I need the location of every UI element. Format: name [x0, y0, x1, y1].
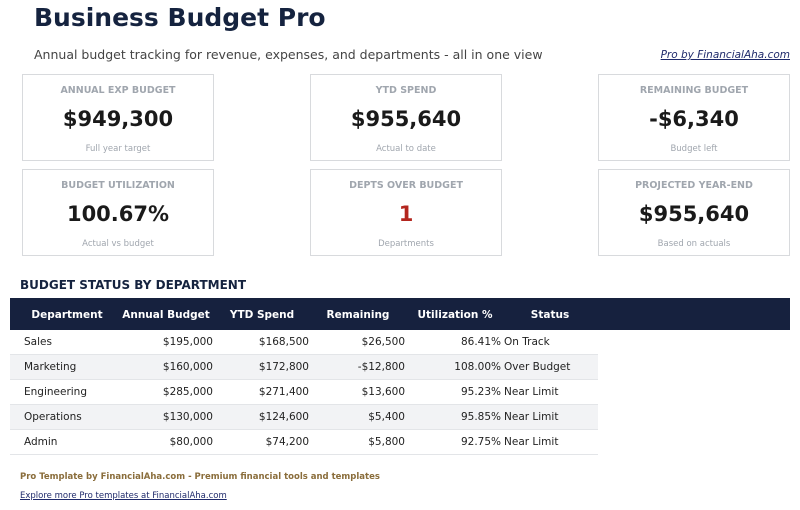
- table-cell: Engineering: [24, 386, 87, 398]
- table-header: [10, 298, 790, 330]
- table-cell: $271,400: [258, 386, 309, 398]
- table-cell: $13,600: [361, 386, 405, 398]
- kpi-card: ANNUAL EXP BUDGET $949,300 Full year targe…: [22, 74, 214, 161]
- table-cell: Near Limit: [504, 386, 559, 398]
- kpi-label: DEPTS OVER BUDGET: [349, 180, 463, 191]
- table-cell: $130,000: [162, 411, 213, 423]
- table-cell: Operations: [24, 411, 82, 423]
- kpi-card: BUDGET UTILIZATION 100.67% Actual vs budge…: [22, 169, 214, 256]
- kpi-value: 1: [398, 202, 414, 226]
- kpi-label: BUDGET UTILIZATION: [61, 180, 175, 191]
- kpi-note: Actual vs budget: [82, 239, 154, 249]
- table-cell: Admin: [24, 436, 58, 448]
- kpi-value: -$6,340: [649, 107, 739, 131]
- table-cell: $26,500: [361, 336, 405, 348]
- table-cell: $285,000: [162, 386, 213, 398]
- kpi-note: Based on actuals: [657, 239, 731, 249]
- table-cell: $168,500: [258, 336, 309, 348]
- column-header: YTD Spend: [229, 309, 295, 321]
- table-row: [10, 355, 598, 380]
- table-cell: $74,200: [265, 436, 309, 448]
- kpi-note: Actual to date: [376, 144, 436, 154]
- table-cell: -$12,800: [357, 361, 405, 373]
- table-cell: 95.23%: [460, 386, 501, 398]
- kpi-value: $949,300: [62, 107, 174, 131]
- table-cell: 86.41%: [460, 336, 501, 348]
- table-cell: Sales: [24, 336, 52, 348]
- kpi-value: $955,640: [350, 107, 462, 131]
- column-header: Status: [530, 309, 570, 321]
- kpi-card: PROJECTED YEAR-END $955,640 Based on actua…: [598, 169, 790, 256]
- kpi-card: DEPTS OVER BUDGET 1 Departments: [310, 169, 502, 256]
- kpi-note: Departments: [378, 239, 434, 249]
- table-row: [10, 405, 598, 430]
- table-cell: $5,800: [368, 436, 405, 448]
- table-cell: 108.00%: [454, 361, 501, 373]
- table-cell: Over Budget: [504, 361, 571, 373]
- table-cell: Near Limit: [504, 411, 559, 423]
- kpi-value: 100.67%: [66, 202, 170, 226]
- kpi-note: Budget left: [670, 144, 718, 154]
- footer-link[interactable]: Explore more Pro templates at FinancialA…: [20, 491, 227, 501]
- kpi-value: $955,640: [638, 202, 750, 226]
- table-cell: 95.85%: [460, 411, 501, 423]
- table-row: [10, 330, 598, 355]
- table-cell: $160,000: [162, 361, 213, 373]
- table-cell: $80,000: [169, 436, 213, 448]
- table-cell: Near Limit: [504, 436, 559, 448]
- kpi-label: REMAINING BUDGET: [639, 85, 749, 96]
- kpi-card: REMAINING BUDGET -$6,340 Budget left: [598, 74, 790, 161]
- subtitle: Annual budget tracking for revenue, expe…: [34, 47, 543, 62]
- section-title: BUDGET STATUS BY DEPARTMENT: [20, 278, 247, 292]
- table-cell: $172,800: [258, 361, 309, 373]
- table-cell: On Track: [504, 336, 550, 348]
- kpi-card: YTD SPEND $955,640 Actual to date: [310, 74, 502, 161]
- table-row: [10, 430, 598, 455]
- table-cell: 92.75%: [460, 436, 501, 448]
- kpi-label: YTD SPEND: [375, 85, 437, 96]
- kpi-label: PROJECTED YEAR-END: [635, 180, 753, 191]
- column-header: Remaining: [326, 309, 390, 321]
- kpi-note: Full year target: [85, 144, 151, 154]
- table-cell: $5,400: [368, 411, 405, 423]
- table-cell: Marketing: [24, 361, 77, 373]
- column-header: Department: [31, 309, 103, 321]
- column-header: Utilization %: [417, 309, 493, 321]
- title: Business Budget Pro: [34, 3, 326, 32]
- footer-tagline: Pro Template by FinancialAha.com - Premi…: [20, 472, 380, 482]
- table-row: [10, 380, 598, 405]
- table-cell: $195,000: [162, 336, 213, 348]
- table-cell: $124,600: [258, 411, 309, 423]
- kpi-label: ANNUAL EXP BUDGET: [60, 85, 176, 96]
- column-header: Annual Budget: [122, 309, 210, 321]
- brand-link[interactable]: Pro by FinancialAha.com: [660, 49, 790, 61]
